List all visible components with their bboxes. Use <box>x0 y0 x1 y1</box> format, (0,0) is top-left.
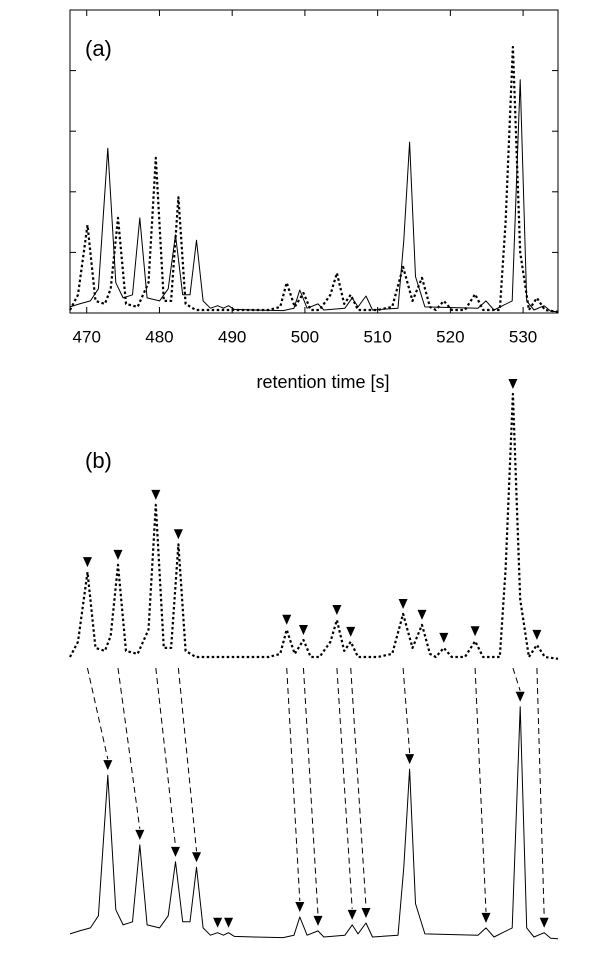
match-arrow <box>117 667 141 829</box>
peak-marker <box>332 605 342 616</box>
match-arrow <box>286 667 301 902</box>
match-arrow <box>402 667 411 754</box>
x-tick-label: 510 <box>363 327 391 346</box>
peak-marker <box>192 852 202 863</box>
peak-marker <box>405 754 415 765</box>
peak-marker <box>298 625 308 636</box>
peak-marker <box>532 629 542 640</box>
peak-marker <box>347 909 357 920</box>
match-arrow <box>474 667 487 912</box>
x-tick-label: 500 <box>291 327 319 346</box>
match-arrow <box>302 667 319 915</box>
peak-marker <box>361 908 371 919</box>
peak-marker <box>173 529 183 540</box>
aligned-trace <box>69 392 559 660</box>
panel-label: (a) <box>85 36 112 61</box>
peak-marker <box>346 626 356 637</box>
peak-marker <box>82 557 92 568</box>
peak-marker <box>295 901 305 912</box>
peak-marker <box>103 760 113 771</box>
peak-marker <box>417 609 427 620</box>
peak-marker <box>113 549 123 560</box>
peak-marker <box>151 489 161 500</box>
match-arrow <box>536 667 545 917</box>
x-tick-label: 520 <box>436 327 464 346</box>
panel-label: (b) <box>85 448 112 473</box>
series-line <box>69 45 559 313</box>
peak-marker <box>439 632 449 643</box>
match-arrow <box>512 667 521 691</box>
x-tick-label: 480 <box>145 327 173 346</box>
aligned-trace <box>69 706 559 940</box>
peak-marker <box>135 829 145 840</box>
peak-marker <box>282 614 292 625</box>
match-arrow <box>336 667 353 909</box>
x-axis-label: retention time [s] <box>256 372 389 392</box>
match-arrow <box>86 667 109 760</box>
series-line <box>69 79 559 313</box>
match-arrow <box>177 667 198 852</box>
peak-marker <box>515 691 525 702</box>
peak-marker <box>170 846 180 857</box>
peak-marker <box>470 626 480 637</box>
match-arrow <box>350 667 367 908</box>
peak-marker <box>539 917 549 928</box>
match-arrow <box>155 667 176 846</box>
x-tick-label: 490 <box>218 327 246 346</box>
x-tick-label: 530 <box>509 327 537 346</box>
peak-marker <box>398 598 408 609</box>
peak-marker <box>313 915 323 926</box>
plot-frame <box>69 9 559 314</box>
peak-marker <box>481 912 491 923</box>
peak-marker <box>508 378 518 389</box>
x-tick-label: 470 <box>73 327 101 346</box>
peak-marker <box>213 917 223 928</box>
peak-marker <box>224 917 234 928</box>
